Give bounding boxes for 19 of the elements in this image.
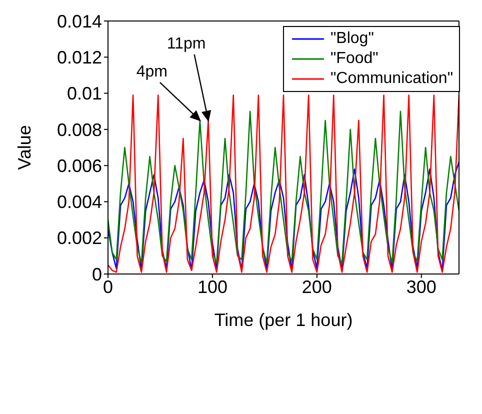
- legend-label: "Food": [330, 50, 378, 68]
- y-tick-label: 0.002: [56, 228, 102, 248]
- legend-label: "Blog": [330, 30, 374, 48]
- annotation: 11pm: [166, 35, 206, 52]
- y-tick-label: 0.004: [56, 192, 102, 212]
- y-tick-label: 0.01: [66, 84, 102, 104]
- x-tick-label: 200: [302, 276, 332, 297]
- legend-label: "Communication": [330, 70, 453, 88]
- y-tick-label: 0: [92, 264, 102, 284]
- x-axis-title: Time (per 1 hour): [214, 310, 353, 330]
- y-tick-label: 0.008: [56, 120, 102, 140]
- y-tick-label: 0.006: [56, 156, 102, 176]
- annotation: 4pm: [136, 63, 168, 80]
- x-tick-label: 100: [197, 276, 228, 297]
- x-tick-label: 300: [406, 276, 436, 297]
- y-tick-label: 0.012: [56, 48, 102, 68]
- y-axis-title: Value: [14, 125, 34, 170]
- line-series: [108, 161, 459, 272]
- y-tick-label: 0.014: [56, 11, 102, 32]
